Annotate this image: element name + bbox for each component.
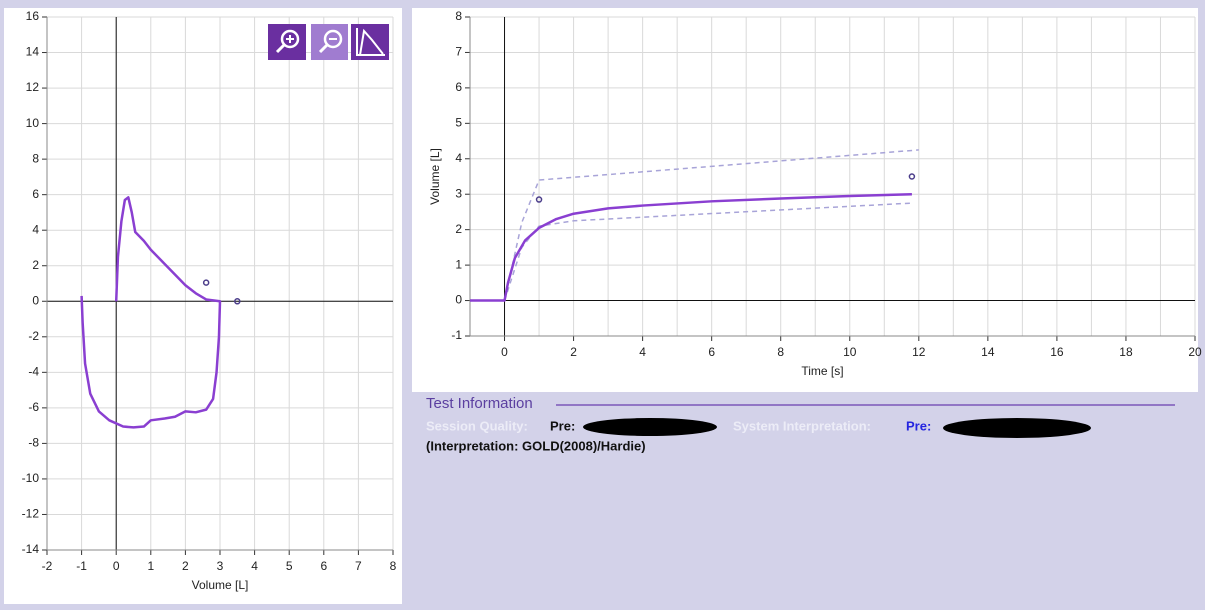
left-panel bbox=[4, 8, 402, 604]
y-tick-label: 0 bbox=[455, 293, 462, 307]
x-tick-label: 20 bbox=[1188, 345, 1202, 359]
x-tick-label: 1 bbox=[147, 559, 154, 573]
x-tick-label: 4 bbox=[251, 559, 258, 573]
x-tick-label: 2 bbox=[182, 559, 189, 573]
x-tick-label: 5 bbox=[286, 559, 293, 573]
right-panel bbox=[412, 8, 1198, 392]
field-label: System Interpretation: bbox=[733, 418, 871, 433]
x-tick-label: 0 bbox=[113, 559, 120, 573]
x-tick-label: -1 bbox=[76, 559, 87, 573]
x-tick-label: 10 bbox=[843, 345, 857, 359]
zoom-out-button[interactable] bbox=[311, 24, 348, 60]
marker-point bbox=[202, 279, 210, 286]
x-tick-label: 7 bbox=[355, 559, 362, 573]
zoom-in-button[interactable] bbox=[268, 24, 306, 60]
y-tick-label: -2 bbox=[28, 329, 39, 343]
data-line bbox=[503, 202, 912, 301]
marker-point bbox=[234, 298, 241, 305]
x-tick-label: 6 bbox=[320, 559, 327, 573]
y-axis-label: Volume [L] bbox=[428, 148, 442, 205]
data-line bbox=[80, 196, 222, 429]
y-tick-label: 2 bbox=[455, 222, 462, 236]
y-tick-label: 6 bbox=[32, 187, 39, 201]
y-tick-label: 4 bbox=[455, 151, 462, 165]
y-tick-label: 0 bbox=[32, 293, 39, 307]
x-tick-label: 12 bbox=[912, 345, 926, 359]
y-tick-label: -6 bbox=[28, 400, 39, 414]
data-line bbox=[470, 192, 912, 302]
y-tick-label: -4 bbox=[28, 365, 39, 379]
x-tick-label: 14 bbox=[981, 345, 995, 359]
y-tick-label: 3 bbox=[455, 186, 462, 200]
y-tick-label: 2 bbox=[32, 258, 39, 272]
y-tick-label: 12 bbox=[26, 80, 40, 94]
x-axis-label: Volume [L] bbox=[192, 578, 249, 592]
x-tick-label: 4 bbox=[639, 345, 646, 359]
redaction bbox=[943, 418, 1091, 438]
reset-view-button[interactable] bbox=[351, 24, 389, 60]
x-tick-label: 2 bbox=[570, 345, 577, 359]
section-title: Test Information bbox=[426, 395, 533, 412]
x-tick-label: -2 bbox=[42, 559, 53, 573]
redaction bbox=[583, 418, 717, 436]
y-tick-label: 8 bbox=[32, 151, 39, 165]
x-tick-label: 8 bbox=[777, 345, 784, 359]
x-tick-label: 18 bbox=[1119, 345, 1133, 359]
field-value: Pre: bbox=[550, 418, 575, 433]
x-tick-label: 6 bbox=[708, 345, 715, 359]
interpretation-note: (Interpretation: GOLD(2008)/Hardie) bbox=[426, 438, 646, 453]
marker-point bbox=[535, 196, 543, 203]
field-value: Pre: bbox=[906, 418, 931, 433]
y-tick-label: 10 bbox=[26, 116, 40, 130]
y-tick-label: 5 bbox=[455, 116, 462, 130]
x-tick-label: 3 bbox=[217, 559, 224, 573]
marker-point bbox=[908, 173, 916, 180]
y-tick-label: 4 bbox=[32, 222, 39, 236]
y-tick-label: -14 bbox=[22, 542, 40, 556]
field-label: Session Quality: bbox=[426, 418, 528, 433]
x-axis-label: Time [s] bbox=[801, 364, 843, 378]
y-tick-label: -12 bbox=[22, 507, 40, 521]
y-tick-label: 16 bbox=[26, 9, 40, 23]
y-tick-label: 7 bbox=[455, 45, 462, 59]
y-tick-label: 8 bbox=[455, 9, 462, 23]
y-tick-label: 14 bbox=[26, 45, 40, 59]
x-tick-label: 8 bbox=[390, 559, 397, 573]
y-tick-label: -1 bbox=[451, 328, 462, 342]
x-tick-label: 0 bbox=[501, 345, 508, 359]
y-tick-label: -10 bbox=[22, 471, 40, 485]
x-tick-label: 16 bbox=[1050, 345, 1064, 359]
y-tick-label: 6 bbox=[455, 80, 462, 94]
y-tick-label: 1 bbox=[455, 257, 462, 271]
y-tick-label: -8 bbox=[28, 436, 39, 450]
